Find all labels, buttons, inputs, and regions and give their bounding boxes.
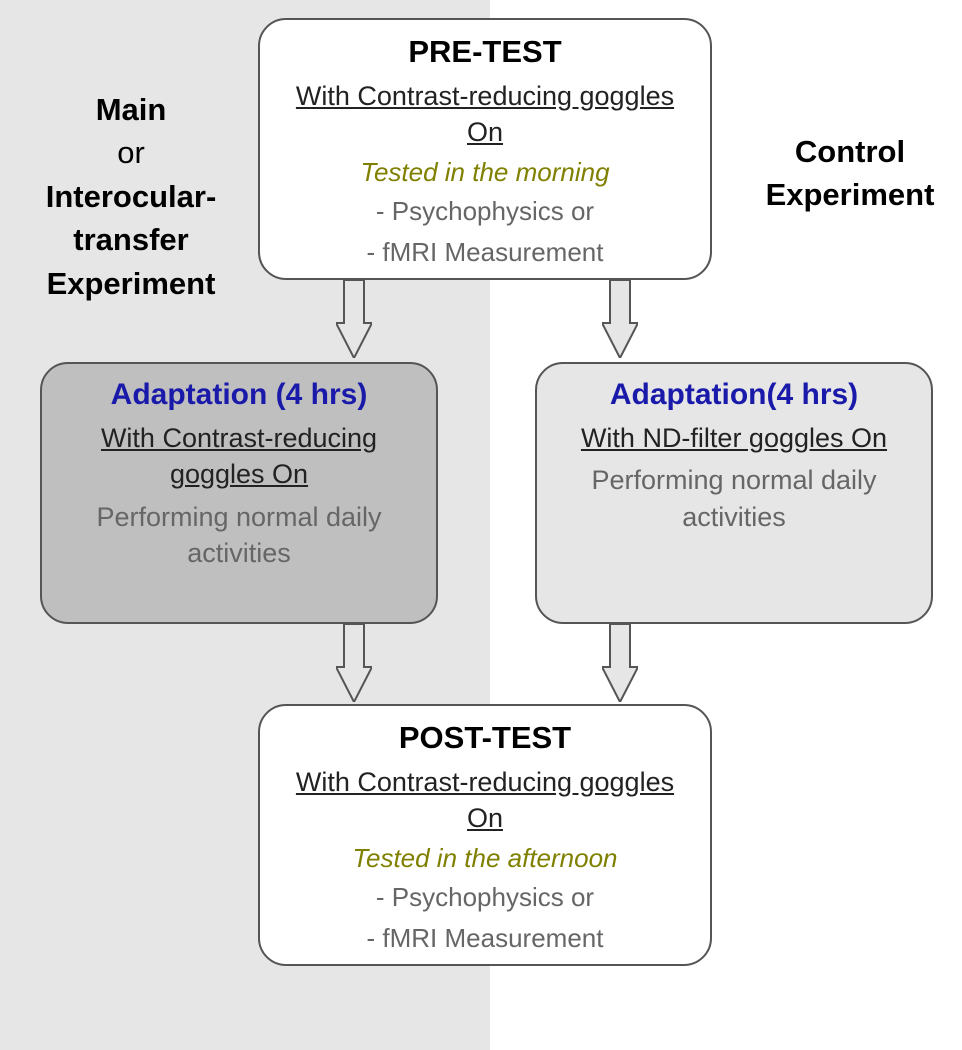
- posttest-item-1: - fMRI Measurement: [289, 921, 681, 956]
- right-experiment-label: ControlExperiment: [745, 130, 955, 217]
- adaptation-right-subtitle: With ND-filter goggles On: [564, 420, 904, 456]
- arrow-down-icon: [602, 624, 638, 702]
- posttest-note: Tested in the afternoon: [272, 843, 698, 874]
- adaptation-right-body: Performing normal daily activities: [564, 462, 904, 535]
- pretest-node: PRE-TEST With Contrast-reducing goggles …: [258, 18, 712, 280]
- pretest-item-0: - Psychophysics or: [289, 194, 681, 229]
- arrow-down-icon: [336, 280, 372, 358]
- arrow-down-icon: [602, 280, 638, 358]
- posttest-title: POST-TEST: [272, 720, 698, 756]
- adaptation-left-body: Performing normal daily activities: [69, 499, 409, 572]
- adaptation-right-node: Adaptation(4 hrs) With ND-filter goggles…: [535, 362, 933, 624]
- adaptation-left-subtitle: With Contrast-reducing goggles On: [69, 420, 409, 493]
- posttest-item-0: - Psychophysics or: [289, 880, 681, 915]
- adaptation-left-title: Adaptation (4 hrs): [54, 378, 424, 412]
- pretest-item-1: - fMRI Measurement: [289, 235, 681, 270]
- pretest-subtitle: With Contrast-reducing goggles On: [289, 78, 681, 151]
- adaptation-right-title: Adaptation(4 hrs): [549, 378, 919, 412]
- pretest-note: Tested in the morning: [272, 157, 698, 188]
- posttest-node: POST-TEST With Contrast-reducing goggles…: [258, 704, 712, 966]
- left-experiment-label: MainorInterocular-transferExperiment: [16, 88, 246, 305]
- pretest-title: PRE-TEST: [272, 34, 698, 70]
- adaptation-left-node: Adaptation (4 hrs) With Contrast-reducin…: [40, 362, 438, 624]
- arrow-down-icon: [336, 624, 372, 702]
- posttest-subtitle: With Contrast-reducing goggles On: [289, 764, 681, 837]
